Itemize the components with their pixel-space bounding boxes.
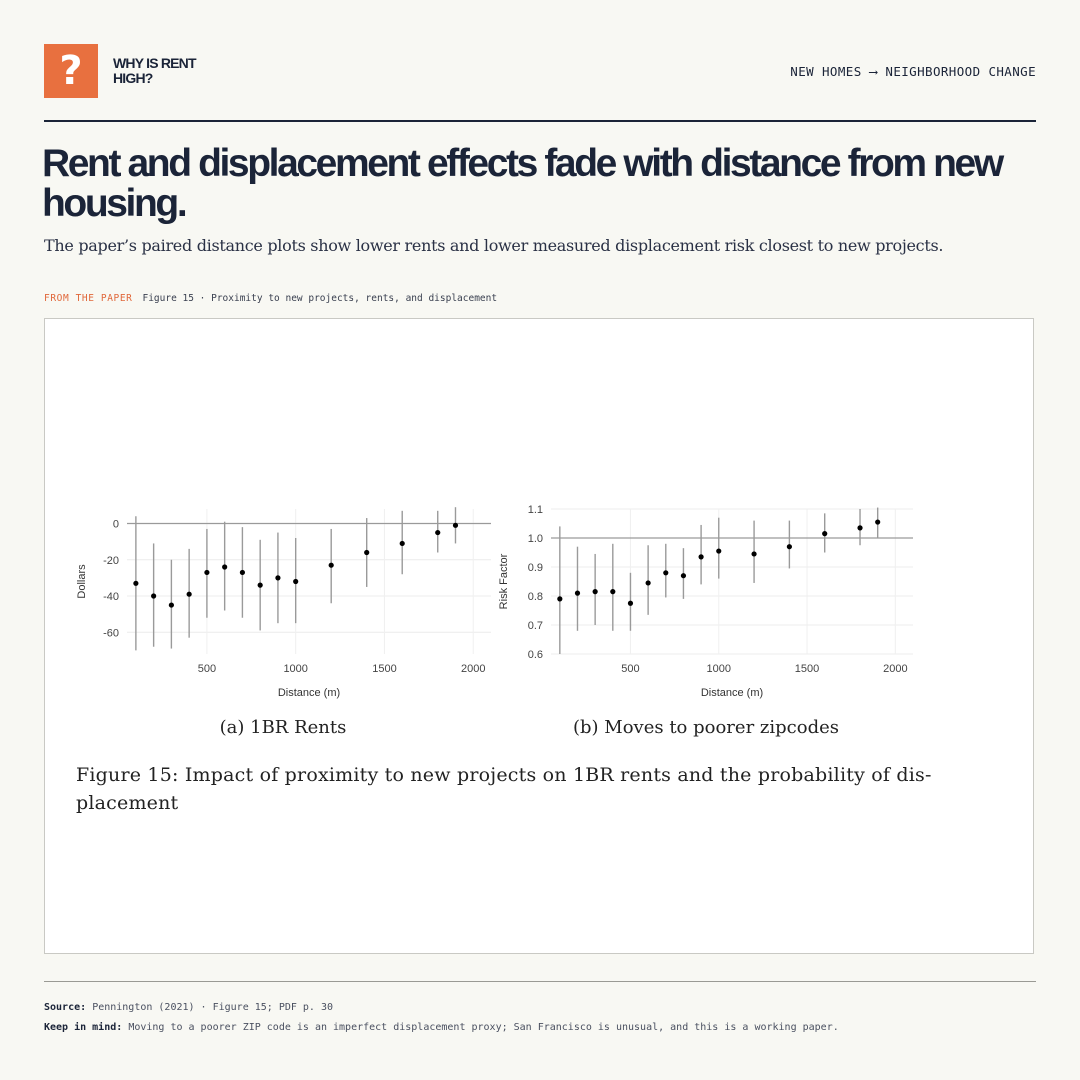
x-axis-label-a: Distance (m) [278,687,340,699]
source-text: Pennington (2021) · Figure 15; PDF p. 30 [92,1002,334,1013]
question-mark-icon: ? [59,48,83,94]
data-point-b [574,590,581,596]
data-point-a [364,549,370,556]
data-point-b [822,531,828,537]
y-tick-label-b: 1.1 [528,504,543,516]
data-point-a [328,562,334,568]
y-tick-label-a: -60 [103,627,119,639]
x-tick-label-a: 1500 [372,663,396,675]
data-point-b [875,519,881,525]
data-point-a [452,522,459,528]
figure-kicker: FROM THE PAPER [44,293,133,304]
page-subtitle: The paper’s paired distance plots show l… [44,236,944,255]
data-point-a [239,569,246,576]
y-axis-label-a: Dollars [76,564,88,599]
data-point-b [663,570,669,576]
x-tick-label-b: 1000 [707,663,731,675]
x-tick-label-a: 2000 [461,663,485,675]
data-point-b [592,589,598,595]
topic-label: NEW HOMES ⟶ NEIGHBORHOOD CHANGE [790,64,1036,79]
x-tick-label-b: 500 [621,663,639,675]
data-point-b [786,544,792,550]
data-point-a [186,591,192,597]
data-point-b [857,525,863,531]
y-tick-label-b: 1.0 [528,533,543,545]
y-tick-label-a: 0 [113,519,119,531]
note-line: Keep in mind: Moving to a poorer ZIP cod… [44,1022,839,1033]
y-tick-label-b: 0.8 [528,591,543,603]
y-tick-label-a: -40 [103,591,119,603]
data-point-b [645,580,651,586]
y-axis-label-b: Risk Factor [498,553,510,609]
panel-subtitle-b: (b) Moves to poorer zipcodes [573,717,839,738]
data-point-a [222,564,228,570]
x-tick-label-b: 2000 [883,663,907,675]
logo-badge[interactable]: ? [44,44,98,98]
data-point-b [627,600,634,606]
figure-caption: Figure 15: Impact of proximity to new pr… [76,764,932,814]
source-label: Source: [44,1002,87,1013]
data-point-a [151,593,157,599]
data-point-a [399,540,405,547]
y-tick-label-a: -20 [103,555,119,567]
data-point-a [275,575,281,581]
footer-divider [44,981,1036,982]
data-point-a [133,580,139,586]
x-axis-label-b: Distance (m) [701,687,763,699]
note-label: Keep in mind: [44,1022,123,1033]
data-point-a [293,578,299,585]
site-name[interactable]: WHY IS RENT HIGH? [113,55,197,86]
source-line: Source: Pennington (2021) · Figure 15; P… [44,1002,333,1013]
panel-subtitle-a: (a) 1BR Rents [220,717,347,738]
header-divider [44,120,1036,122]
data-point-a [168,602,174,608]
data-point-b [698,554,704,560]
x-tick-label-b: 1500 [795,663,819,675]
data-point-a [435,529,441,536]
data-point-b [610,589,616,595]
data-point-b [751,551,757,557]
figure-15-charts: 0 -20 -40 -60 500 1000 1500 2000 Distance (m) Dol… [76,504,913,738]
note-text: Moving to a poorer ZIP code is an imperf… [128,1022,839,1033]
data-point-a [257,582,263,588]
y-tick-label-b: 0.9 [528,562,543,574]
data-point-b [557,596,563,602]
figure-label: FROM THE PAPER Figure 15 · Proximity to n… [44,293,497,304]
figure-label-text: Figure 15 · Proximity to new projects, r… [142,293,498,304]
data-point-a [204,569,210,576]
figure-frame: 0 -20 -40 -60 500 1000 1500 2000 Distance (m) Dol… [44,318,1034,954]
x-tick-label-a: 1000 [283,663,307,675]
data-point-b [680,573,687,579]
x-tick-label-a: 500 [198,663,216,675]
data-point-b [716,548,722,554]
y-tick-label-b: 0.7 [528,620,543,632]
y-tick-label-b: 0.6 [528,649,543,661]
page-title: Rent and displacement effects fade with … [42,142,1004,225]
